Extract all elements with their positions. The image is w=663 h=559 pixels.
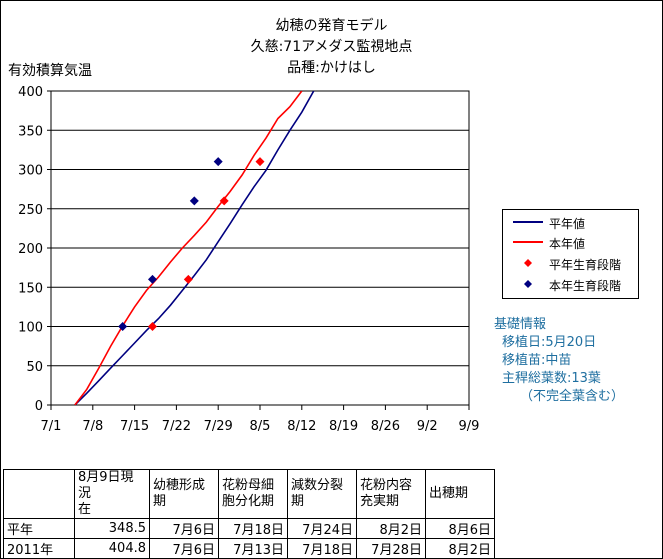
table-header-text: 8月9日現況	[78, 470, 134, 501]
table-cell: 8月6日	[425, 518, 495, 539]
table-header-text: 充実期	[360, 494, 400, 509]
table-header-pollen-maturity: 花粉内容 充実期	[356, 469, 426, 519]
x-tick-label: 7/1	[41, 419, 62, 434]
table-row-label: 2011年	[3, 538, 75, 559]
table-cell: 404.8	[74, 538, 150, 559]
table-row-label: 平年	[3, 518, 75, 539]
table-header-text: 出穂期	[429, 486, 469, 501]
table-header-text: 期	[153, 494, 167, 509]
data-point-3	[148, 274, 158, 284]
legend-label-normal-line: 平年値	[549, 217, 586, 231]
x-tick-label: 7/8	[82, 419, 103, 434]
y-tick-label: 250	[18, 203, 43, 218]
table-cell: 7月6日	[149, 518, 219, 539]
legend: 平年値 本年値 平年生育段階 本年生育段階	[502, 209, 639, 299]
x-tick-label: 9/2	[417, 419, 438, 434]
data-point-2	[148, 322, 158, 331]
legend-label-current-line: 本年値	[549, 237, 586, 251]
y-tick-label: 200	[18, 242, 43, 257]
y-tick-label: 400	[18, 85, 43, 100]
y-tick-label: 100	[18, 321, 43, 336]
data-point-3	[118, 322, 128, 331]
base-info-title: 基礎情報	[494, 317, 547, 332]
table-header-text: 減数分裂	[291, 478, 344, 493]
table-row: 平年 348.5 7月6日 7月18日 7月24日 8月2日 8月6日	[3, 518, 495, 539]
data-point-2	[255, 157, 265, 167]
y-tick-label: 150	[18, 281, 43, 296]
table-header-pollen-mother-cell: 花粉母細 胞分化期	[218, 469, 288, 519]
table-cell: 8月2日	[356, 518, 426, 539]
chart-subtitle-location: 久慈:71アメダス監視地点	[250, 39, 413, 55]
table-cell: 7月6日	[149, 538, 219, 559]
base-info: 基礎情報 移植日:5月20日 移植苗:中苗 主稈総葉数:13葉 （不完全葉含む）	[494, 316, 624, 406]
table-header-text: 期	[291, 494, 305, 509]
table-header-heading: 出穂期	[425, 469, 495, 519]
chart-title: 幼穂の発育モデル	[275, 18, 388, 34]
base-info-leaf-count: 主稈総葉数:13葉	[502, 371, 601, 386]
legend-label-current-stage: 本年生育段階	[549, 279, 622, 293]
table-cell: 7月18日	[218, 518, 288, 539]
table-cell: 8月2日	[425, 538, 495, 559]
y-tick-label: 350	[18, 124, 43, 139]
table-header-text: 花粉母細	[222, 478, 275, 493]
legend-item-normal-stage: 平年生育段階	[509, 255, 637, 272]
table-header-text: 花粉内容	[360, 478, 413, 493]
x-tick-label: 8/19	[329, 419, 358, 434]
table-cell: 7月24日	[287, 518, 357, 539]
x-tick-label: 7/29	[204, 419, 233, 434]
legend-item-current-line: 本年値	[509, 234, 637, 251]
chart-svg: 0 50 100 150 200 250 300 350 400 7/1 7/8 7/15 7/22 7/…	[18, 85, 480, 434]
series-line-1	[74, 91, 303, 405]
y-axis-label: 有効積算気温	[8, 63, 92, 79]
base-info-transplant-date: 移植日:5月20日	[502, 335, 597, 350]
table-header-blank	[3, 469, 75, 519]
table-row: 2011年 404.8 7月6日 7月13日 7月18日 7月28日 8月2日	[3, 538, 495, 559]
data-point-2	[219, 196, 229, 206]
table-header-text: 幼穂形成	[153, 478, 206, 493]
x-tick-label: 8/12	[287, 419, 316, 434]
data-point-3	[213, 157, 223, 167]
stage-table: 8月9日現況在 幼穂形成期 花粉母細 胞分化期 減数分裂期 花粉内容 充実期 出穂期…	[3, 469, 495, 559]
table-header-text: 胞分化期	[222, 494, 275, 509]
table-header-panicle-formation: 幼穂形成期	[149, 469, 219, 519]
table-header-text: 在	[78, 502, 92, 517]
x-tick-label: 7/15	[120, 419, 149, 434]
data-point-2	[183, 274, 193, 284]
table-cell: 348.5	[74, 518, 150, 539]
data-point-3	[189, 196, 199, 206]
series-line-0	[74, 91, 315, 405]
base-info-seedling: 移植苗:中苗	[502, 353, 572, 368]
x-tick-label: 8/26	[371, 419, 400, 434]
x-tick-label: 8/5	[250, 419, 271, 434]
legend-item-current-stage: 本年生育段階	[509, 276, 637, 293]
table-header-current-status: 8月9日現況在	[74, 469, 150, 519]
table-cell: 7月13日	[218, 538, 288, 559]
x-tick-label: 7/22	[162, 419, 191, 434]
table-cell: 7月28日	[356, 538, 426, 559]
x-tick-label: 9/9	[459, 419, 480, 434]
legend-item-normal-line: 平年値	[509, 214, 637, 231]
table-header-meiosis: 減数分裂期	[287, 469, 357, 519]
base-info-note: （不完全葉含む）	[520, 389, 625, 404]
y-tick-label: 50	[26, 360, 43, 375]
table-header-row: 8月9日現況在 幼穂形成期 花粉母細 胞分化期 減数分裂期 花粉内容 充実期 出穂期	[3, 469, 495, 519]
chart-subtitle-variety: 品種:かけはし	[287, 60, 376, 76]
table-cell: 7月18日	[287, 538, 357, 559]
y-tick-label: 300	[18, 164, 43, 179]
legend-label-normal-stage: 平年生育段階	[549, 258, 622, 272]
y-tick-label: 0	[35, 399, 43, 414]
